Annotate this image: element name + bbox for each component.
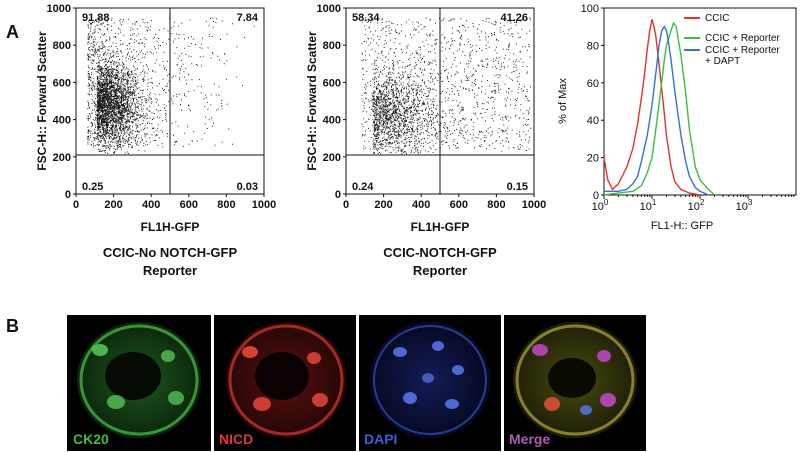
y-tick-label: 1000	[47, 3, 71, 15]
y-tick-label: 100	[581, 3, 599, 15]
micrograph-label: NICD	[219, 431, 253, 447]
x-tick-label: 400	[412, 199, 430, 211]
x-tick-label: 600	[450, 199, 468, 211]
y-ticks: 0 200 400 600 800 1000	[47, 3, 76, 201]
y-tick-label: 0	[593, 190, 599, 202]
quadrant-upper-right: 41.26	[500, 12, 528, 24]
legend-label: + DAPT	[705, 56, 740, 67]
flow-plot-notch: 0 200 400 600 800 1000 0 200 400 600 800 1000 58.3…	[305, 3, 546, 278]
micrograph-dapi: DAPI	[359, 315, 501, 451]
y-tick-label: 200	[323, 152, 341, 164]
x-tick-label: 102	[688, 198, 705, 213]
micrograph-ck20: CK20	[67, 315, 211, 451]
x-tick-label: 400	[142, 199, 160, 211]
x-tick-label: 600	[180, 199, 198, 211]
x-tick-label: 1000	[252, 199, 276, 211]
legend-label: CCIC + Reporter	[705, 45, 780, 56]
y-tick-label: 400	[53, 115, 71, 127]
micrograph-label: Merge	[509, 431, 550, 447]
legend-label: CCIC	[705, 13, 729, 24]
x-tick-label: 200	[104, 199, 122, 211]
y-tick-label: 800	[323, 40, 341, 52]
x-tick-label: 0	[343, 199, 349, 211]
scatter-dots	[87, 17, 255, 154]
caption-line-2: Reporter	[143, 263, 197, 278]
y-tick-label: 600	[323, 77, 341, 89]
series-line-2	[604, 25, 709, 196]
y-tick-label: 20	[587, 153, 599, 165]
caption-line-1: CCIC-NOTCH-GFP	[383, 245, 497, 260]
micrograph-label: DAPI	[364, 431, 397, 447]
series-line-0	[603, 19, 701, 196]
quadrant-upper-right: 7.84	[237, 12, 259, 24]
micrograph-label: CK20	[73, 431, 109, 447]
y-tick-label: 600	[53, 77, 71, 89]
series-line-1	[603, 21, 715, 196]
x-tick-label: 100	[592, 198, 609, 213]
y-tick-label: 80	[587, 40, 599, 52]
x-ticks: 100 101 102 103	[592, 195, 795, 213]
caption-line-1: CCIC-No NOTCH-GFP	[103, 245, 238, 260]
event-dots	[87, 17, 255, 154]
gfp-histogram: 0 20 40 60 80 100 100 101 102 103 CCIC CCIC + Rep…	[557, 3, 797, 232]
x-tick-label: 1000	[522, 199, 546, 211]
y-tick-label: 0	[335, 189, 341, 201]
micrograph-nicd: NICD	[214, 315, 356, 451]
y-tick-label: 1000	[317, 3, 341, 15]
x-axis-label: FL1H-GFP	[141, 220, 200, 234]
y-tick-label: 400	[323, 115, 341, 127]
x-tick-label: 101	[640, 198, 657, 213]
event-dots	[361, 17, 532, 155]
quadrant-upper-left: 91.88	[82, 12, 110, 24]
quadrant-lower-right: 0.15	[507, 181, 528, 193]
micrograph-merge: Merge	[504, 315, 646, 451]
x-ticks: 0 200 400 600 800 1000	[343, 194, 546, 211]
x-tick-label: 0	[73, 199, 79, 211]
y-axis-label: FSC-H:: Forward Scatter	[35, 31, 49, 171]
y-axis-label: % of Max	[557, 78, 569, 124]
panel-label-a: A	[6, 22, 19, 42]
quadrant-lower-right: 0.03	[237, 181, 258, 193]
histogram-lines	[603, 19, 715, 196]
x-tick-label: 103	[736, 198, 753, 213]
scatter-dots	[361, 17, 532, 155]
y-ticks: 0 20 40 60 80 100	[581, 3, 604, 202]
x-axis-label: FL1-H:: GFP	[651, 220, 713, 232]
y-tick-label: 0	[65, 189, 71, 201]
y-tick-label: 200	[53, 152, 71, 164]
x-tick-label: 800	[487, 199, 505, 211]
x-axis-label: FL1H-GFP	[411, 220, 470, 234]
y-tick-label: 40	[587, 115, 599, 127]
flow-plot-no-notch: 0 200 400 600 800 1000 0 200 400 600 800 1000 91.8…	[35, 3, 276, 278]
y-axis-label: FSC-H:: Forward Scatter	[305, 31, 319, 171]
caption-line-2: Reporter	[413, 263, 467, 278]
x-tick-label: 800	[217, 199, 235, 211]
y-tick-label: 60	[587, 78, 599, 90]
quadrant-upper-left: 58.34	[352, 12, 380, 24]
y-tick-label: 800	[53, 40, 71, 52]
quadrant-lower-left: 0.25	[82, 181, 103, 193]
legend-label: CCIC + Reporter	[705, 33, 780, 44]
y-ticks: 0 200 400 600 800 1000	[317, 3, 346, 201]
quadrant-lower-left: 0.24	[352, 181, 374, 193]
panel-label-b: B	[6, 316, 19, 336]
x-tick-label: 200	[374, 199, 392, 211]
x-ticks: 0 200 400 600 800 1000	[73, 194, 276, 211]
